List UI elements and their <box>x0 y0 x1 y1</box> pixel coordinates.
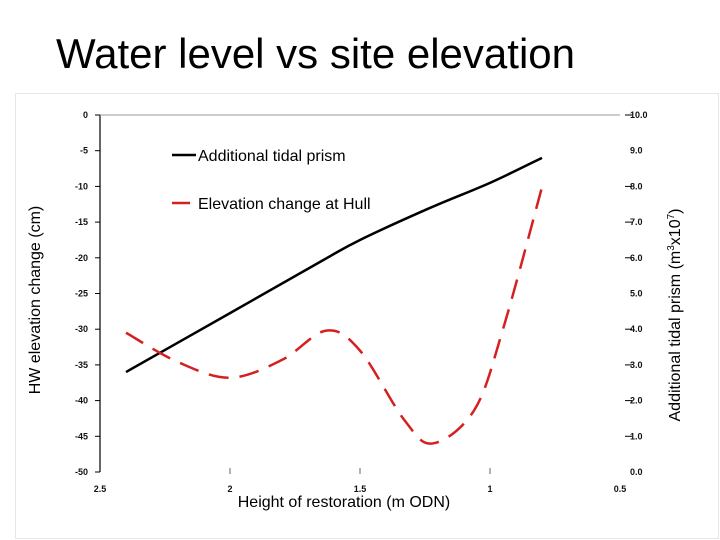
y-right-tick-label: 0.0 <box>630 467 643 477</box>
y-right-tick-label: 7.0 <box>630 217 643 227</box>
x-tick-label: 2 <box>227 484 232 494</box>
y-right-tick-label: 2.0 <box>630 396 643 406</box>
y-left-axis-label: HW elevation change (cm) <box>27 206 44 395</box>
legend-label-prism: Additional tidal prism <box>198 148 346 165</box>
y-left-tick-label: -15 <box>75 217 88 227</box>
series-line-elevation-change-hull <box>125 186 544 445</box>
legend-label-elevation: Elevation change at Hull <box>198 196 371 213</box>
y-left-tick-label: -30 <box>75 324 88 334</box>
y-left-tick-label: -5 <box>80 146 88 156</box>
y-right-tick-label: 6.0 <box>630 253 643 263</box>
y-left-tick-label: -10 <box>75 181 88 191</box>
y-left-tick-label: -20 <box>75 253 88 263</box>
y-right-tick-label: 5.0 <box>630 289 643 299</box>
y-left-tick-label: -40 <box>75 396 88 406</box>
y-right-tick-label: 3.0 <box>630 360 643 370</box>
page-title: Water level vs site elevation <box>56 30 575 77</box>
slide-frame <box>15 93 719 539</box>
y-right-axis-label: Additional tidal prism (m3x107) <box>666 209 684 422</box>
x-tick-label: 1.5 <box>354 484 367 494</box>
x-tick-label: 1 <box>487 484 492 494</box>
x-tick-label: 2.5 <box>94 484 107 494</box>
y-right-tick-label: 8.0 <box>630 181 643 191</box>
y-left-tick-label: -45 <box>75 431 88 441</box>
y-left-tick-label: -50 <box>75 467 88 477</box>
y-right-tick-label: 1.0 <box>630 431 643 441</box>
y-right-tick-label: 10.0 <box>630 110 648 120</box>
legend: Additional tidal prism Elevation change … <box>172 148 371 213</box>
x-axis-label: Height of restoration (m ODN) <box>238 494 451 511</box>
y-left-tick-label: -35 <box>75 360 88 370</box>
series-line-additional-tidal-prism <box>125 156 543 374</box>
y-right-tick-label: 4.0 <box>630 324 643 334</box>
y-left-tick-label: -25 <box>75 289 88 299</box>
y-left-tick-label: 0 <box>83 110 88 120</box>
x-tick-label: 0.5 <box>614 484 627 494</box>
y-right-tick-label: 9.0 <box>630 146 643 156</box>
